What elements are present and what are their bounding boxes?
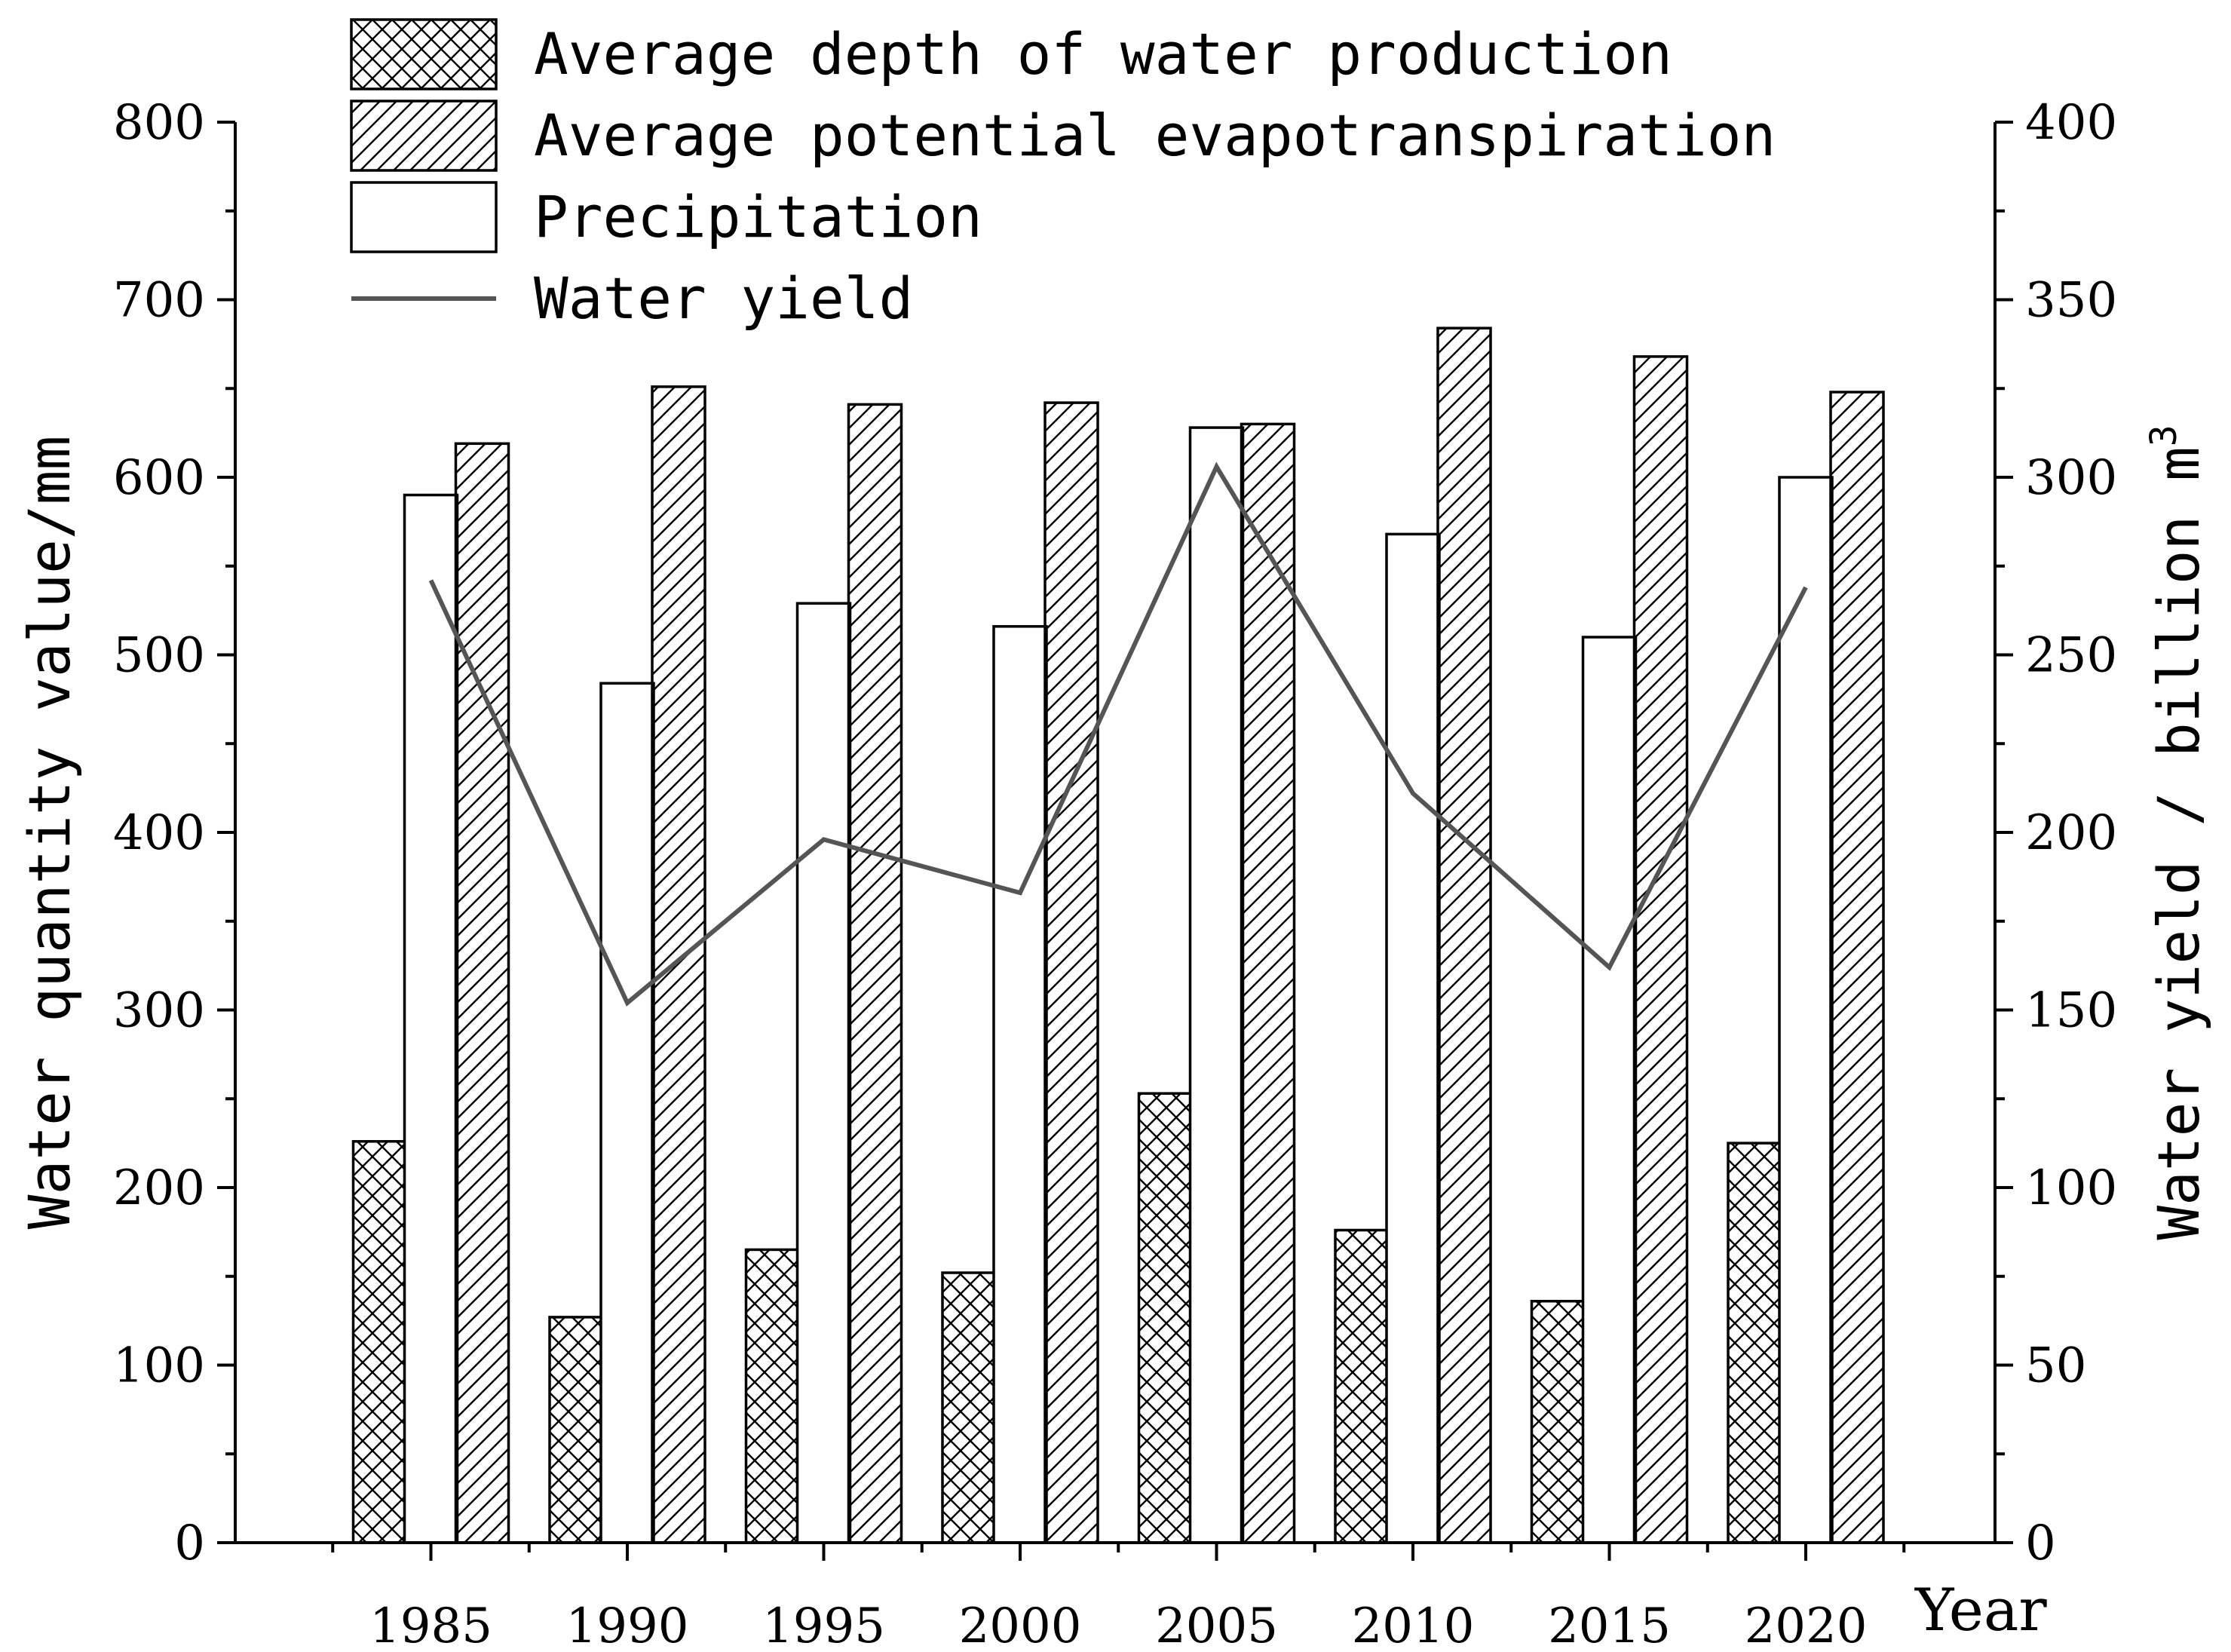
bar-precipitation-2010 xyxy=(1385,532,1441,1544)
bar-average-depth-of-water-production-2015 xyxy=(1530,1299,1586,1544)
y-axis-right-title-superscript: 3 xyxy=(2143,424,2185,446)
y-left-tick-label-700: 700 xyxy=(113,273,205,329)
bar-average-depth-of-water-production-2005 xyxy=(1137,1092,1194,1544)
bar-average-potential-evapotranspiration-2020 xyxy=(1829,391,1885,1544)
y-right-tick-label-250: 250 xyxy=(2025,628,2117,684)
y-axis-right-title: Water yield / billion m3 xyxy=(2143,424,2212,1240)
x-tick-label-1985: 1985 xyxy=(369,1598,492,1652)
bar-precipitation-1990 xyxy=(599,682,655,1544)
legend-label-potential-evapotranspiration: Average potential evapotranspiration xyxy=(534,102,1776,169)
y-left-tick-label-200: 200 xyxy=(113,1160,205,1216)
ticks: 0 100 200 300 400 500 600 700 800 0 50 100 150 200 250… xyxy=(113,95,2117,1652)
bar-precipitation-2015 xyxy=(1581,636,1638,1544)
line-water-yield xyxy=(428,461,1808,1007)
y-right-tick-label-0: 0 xyxy=(2025,1516,2056,1571)
y-left-tick-label-600: 600 xyxy=(113,450,205,506)
y-left-tick-label-100: 100 xyxy=(113,1338,205,1394)
bar-precipitation-2000 xyxy=(992,625,1048,1544)
legend-swatch-potential-evapotranspiration xyxy=(350,100,498,172)
y-right-tick-label-100: 100 xyxy=(2025,1160,2117,1216)
y-right-tick-label-350: 350 xyxy=(2025,273,2117,329)
bar-average-potential-evapotranspiration-2010 xyxy=(1436,326,1492,1544)
bar-precipitation-2005 xyxy=(1188,426,1245,1544)
legend-swatch-water-production-depth xyxy=(350,18,498,90)
y-left-tick-label-400: 400 xyxy=(113,805,205,861)
bar-average-depth-of-water-production-1995 xyxy=(744,1248,801,1544)
bar-precipitation-2020 xyxy=(1778,476,1834,1544)
x-unit-label: Year xyxy=(1914,1577,2047,1644)
y-left-tick-label-300: 300 xyxy=(113,983,205,1039)
bar-precipitation-1985 xyxy=(403,493,459,1544)
bar-average-potential-evapotranspiration-1995 xyxy=(847,403,903,1544)
y-right-tick-label-50: 50 xyxy=(2025,1338,2086,1394)
bar-average-depth-of-water-production-2020 xyxy=(1727,1142,1782,1544)
bar-average-depth-of-water-production-1985 xyxy=(351,1140,408,1544)
x-tick-label-1990: 1990 xyxy=(566,1598,689,1652)
bars-layer xyxy=(351,326,1885,1544)
legend-label-precipitation: Precipitation xyxy=(534,183,982,250)
y-right-tick-label-400: 400 xyxy=(2025,95,2117,151)
legend-label-water-production-depth: Average depth of water production xyxy=(534,20,1672,87)
line-layer xyxy=(428,461,1808,1007)
bar-average-depth-of-water-production-1990 xyxy=(548,1316,604,1544)
bar-average-potential-evapotranspiration-1990 xyxy=(651,385,706,1544)
bar-average-depth-of-water-production-2010 xyxy=(1334,1228,1390,1544)
bar-average-potential-evapotranspiration-1985 xyxy=(454,442,510,1544)
y-right-tick-label-300: 300 xyxy=(2025,450,2117,506)
legend: Average depth of water production Averag… xyxy=(350,18,1776,332)
bar-average-potential-evapotranspiration-2015 xyxy=(1632,355,1689,1544)
y-axis-right-title-text: Water yield / billion m xyxy=(2145,446,2212,1240)
x-tick-label-2005: 2005 xyxy=(1155,1598,1278,1652)
x-tick-label-2020: 2020 xyxy=(1745,1598,1868,1652)
x-tick-label-2000: 2000 xyxy=(959,1598,1082,1652)
y-left-tick-label-0: 0 xyxy=(174,1516,205,1571)
bar-average-potential-evapotranspiration-2005 xyxy=(1240,422,1296,1544)
legend-label-water-yield: Water yield xyxy=(534,265,913,332)
x-tick-label-1995: 1995 xyxy=(762,1598,885,1652)
bar-average-potential-evapotranspiration-2000 xyxy=(1043,401,1099,1544)
y-axis-left-title: Water quantity value/mm xyxy=(16,436,83,1229)
x-tick-label-2010: 2010 xyxy=(1352,1598,1475,1652)
y-right-tick-label-200: 200 xyxy=(2025,805,2117,861)
bar-precipitation-1995 xyxy=(795,602,852,1544)
y-left-tick-label-800: 800 xyxy=(113,95,205,151)
bar-average-depth-of-water-production-2000 xyxy=(941,1271,997,1544)
y-right-tick-label-150: 150 xyxy=(2025,983,2117,1039)
y-left-tick-label-500: 500 xyxy=(113,628,205,684)
x-tick-label-2015: 2015 xyxy=(1548,1598,1671,1652)
legend-swatch-precipitation xyxy=(350,181,498,253)
